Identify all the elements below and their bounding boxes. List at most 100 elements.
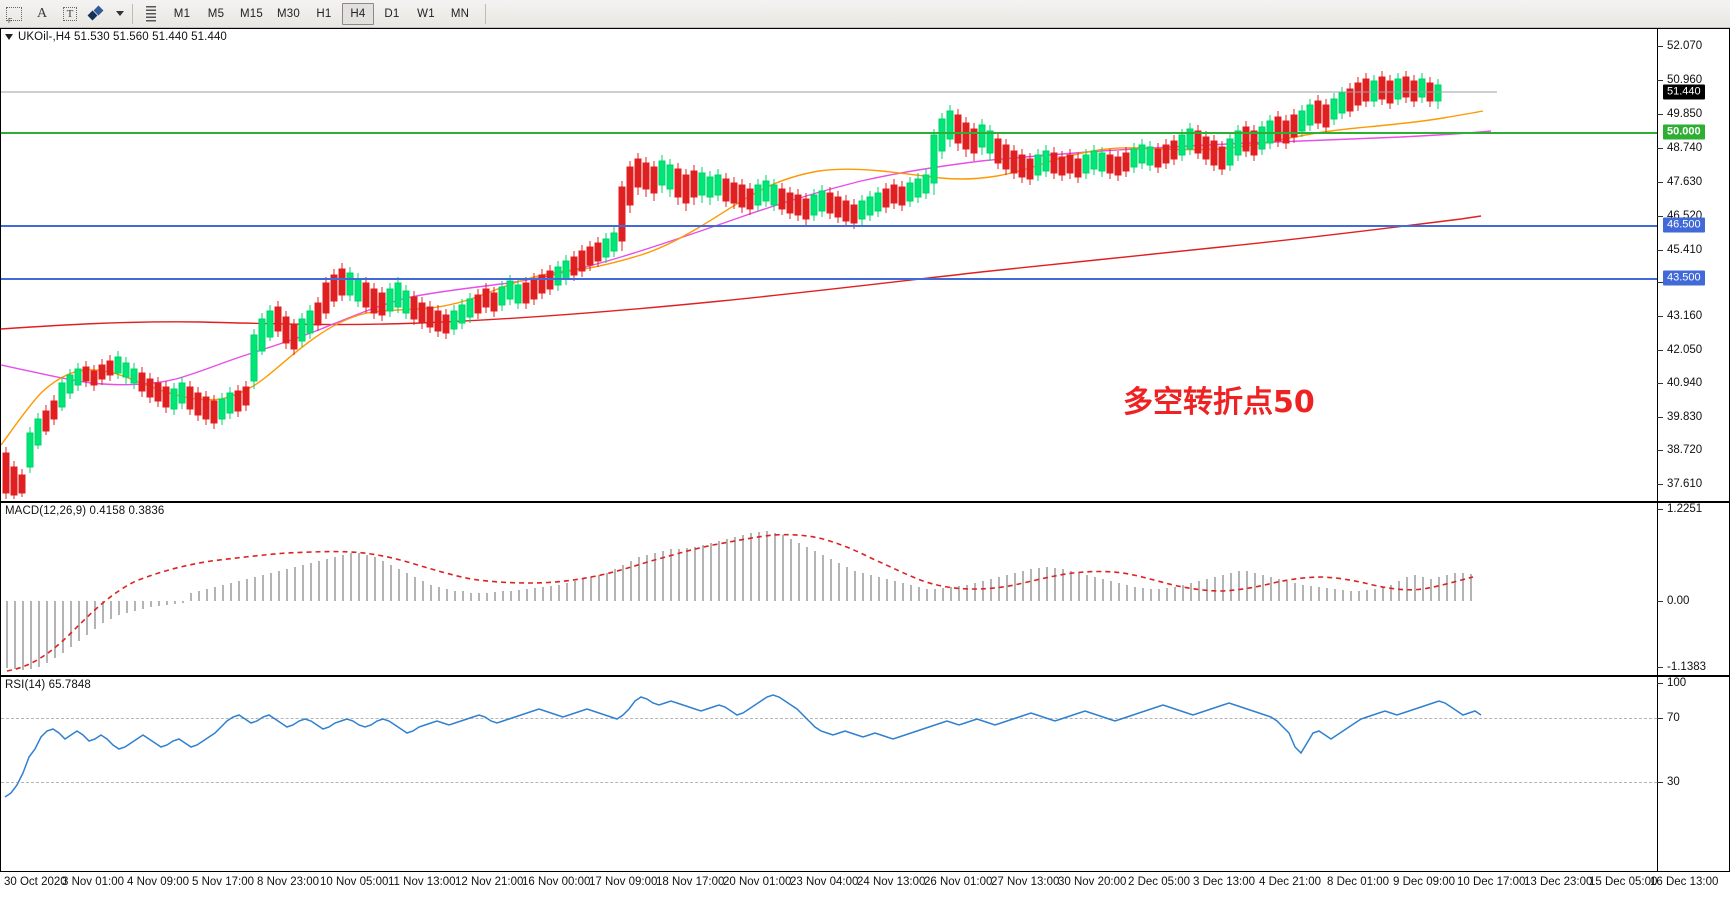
macd-scale[interactable]: 1.2251 0.00 -1.1383	[1657, 503, 1729, 675]
text-label-tool-icon[interactable]: T	[57, 2, 83, 26]
price-tick-label: 48.740	[1667, 142, 1703, 154]
rsi-pane[interactable]: RSI(14) 65.7848 100 70 30	[0, 676, 1730, 872]
price-tick	[1657, 282, 1663, 283]
macd-histogram	[6, 531, 1472, 670]
chart-annotation-text: 多空转折点50	[1123, 385, 1315, 420]
time-axis-label: 10 Nov 05:00	[320, 876, 389, 888]
time-axis-label: 30 Oct 2020	[4, 876, 67, 888]
price-tick-label: 52.070	[1667, 40, 1703, 52]
level-tag-43500[interactable]: 43.500	[1663, 270, 1705, 286]
current-price-tag: 51.440	[1663, 84, 1705, 100]
rsi-line	[4, 694, 1482, 798]
level-line-50000[interactable]	[1, 132, 1657, 134]
macd-tick	[1657, 667, 1663, 668]
time-axis-label: 2 Dec 05:00	[1128, 876, 1191, 888]
toolbar-separator	[132, 3, 133, 24]
price-tick-label: 39.830	[1667, 411, 1703, 423]
price-tick-label: 45.410	[1667, 244, 1703, 256]
time-axis-label: 4 Dec 21:00	[1259, 876, 1322, 888]
time-axis-label: 8 Dec 01:00	[1327, 876, 1390, 888]
price-tick	[1657, 316, 1663, 317]
time-axis-label: 16 Dec 13:00	[1650, 876, 1719, 888]
price-tick-label: 49.850	[1667, 108, 1703, 120]
price-tick	[1657, 46, 1663, 47]
rsi-tick	[1657, 683, 1663, 684]
ma-red-line	[1, 215, 1482, 330]
chart-container[interactable]: UKOil-,H4 51.530 51.560 51.440 51.440	[0, 28, 1730, 897]
price-scale[interactable]: 52.070 50.960 49.850 48.740 47.630 46.52…	[1657, 29, 1729, 501]
time-axis-label: 3 Dec 13:00	[1193, 876, 1256, 888]
indicator-list-icon[interactable]	[138, 2, 164, 26]
price-tick-label: 40.940	[1667, 377, 1703, 389]
level-tag-50000[interactable]: 50.000	[1663, 124, 1705, 140]
rsi-tick-label: 100	[1667, 677, 1687, 689]
macd-plot	[6, 531, 1474, 672]
price-tick	[1657, 80, 1663, 81]
macd-signal-line	[6, 533, 1474, 672]
macd-tick	[1657, 509, 1663, 510]
macd-pane[interactable]: MACD(12,26,9) 0.4158 0.3836	[0, 502, 1730, 676]
time-axis-label: 11 Nov 13:00	[388, 876, 456, 888]
price-tick	[1657, 484, 1663, 485]
crosshair-tool-icon[interactable]	[1, 2, 27, 26]
timeframe-m30[interactable]: M30	[276, 7, 300, 20]
price-tick-label: 42.050	[1667, 344, 1703, 356]
time-axis-label: 17 Nov 09:00	[589, 876, 658, 888]
price-tick	[1657, 216, 1663, 217]
level-line-43500[interactable]	[1, 278, 1657, 280]
time-axis-label: 27 Nov 13:00	[991, 876, 1060, 888]
timeframe-mn[interactable]: MN	[450, 7, 470, 20]
rsi-scale[interactable]: 100 70 30	[1657, 677, 1729, 871]
timeframe-m15[interactable]: M15	[240, 7, 263, 20]
level-line-46500[interactable]	[1, 225, 1657, 227]
timeframe-w1[interactable]: W1	[417, 7, 435, 20]
price-tick	[1657, 383, 1663, 384]
time-axis-label: 20 Nov 01:00	[723, 876, 792, 888]
time-axis-label: 4 Nov 09:00	[127, 876, 190, 888]
rsi-tick-label: 70	[1667, 712, 1680, 724]
ma-magenta-line	[1, 130, 1492, 386]
symbol-ohlc-text: UKOil-,H4 51.530 51.560 51.440 51.440	[18, 31, 227, 43]
rsi-tick-label: 30	[1667, 776, 1680, 788]
candlestick-series	[2, 71, 1442, 499]
timeframe-m5[interactable]: M5	[207, 7, 225, 20]
rsi-level-70-line	[1, 718, 1657, 719]
timeframe-d1[interactable]: D1	[384, 7, 400, 20]
time-axis-label: 5 Nov 17:00	[192, 876, 255, 888]
timeframe-h4[interactable]: H4	[341, 2, 374, 25]
time-axis-label: 26 Nov 01:00	[924, 876, 993, 888]
objects-tool-icon[interactable]	[85, 2, 111, 26]
toolbar-separator-2	[484, 3, 486, 24]
time-axis-label: 24 Nov 13:00	[857, 876, 926, 888]
price-pane[interactable]: UKOil-,H4 51.530 51.560 51.440 51.440	[0, 28, 1730, 502]
time-axis-label: 8 Nov 23:00	[257, 876, 320, 888]
time-axis[interactable]: 30 Oct 2020 3 Nov 01:00 4 Nov 09:00 5 No…	[0, 872, 1730, 896]
price-tick	[1657, 182, 1663, 183]
triangle-down-icon[interactable]	[5, 34, 13, 40]
price-tick-label: 37.610	[1667, 478, 1703, 490]
timeframe-m1[interactable]: M1	[173, 7, 191, 20]
price-tick-label: 47.630	[1667, 176, 1703, 188]
level-tag-46500[interactable]: 46.500	[1663, 217, 1705, 233]
rsi-tick	[1657, 718, 1663, 719]
price-tick	[1657, 417, 1663, 418]
timeframe-h1[interactable]: H1	[316, 7, 332, 20]
rsi-scale-divider	[1657, 677, 1658, 871]
time-axis-label: 30 Nov 20:00	[1058, 876, 1127, 888]
price-tick-label: 43.160	[1667, 310, 1703, 322]
rsi-level-30-line	[1, 782, 1657, 783]
macd-scale-divider	[1657, 503, 1658, 675]
time-axis-label: 12 Nov 21:00	[455, 876, 524, 888]
price-plot	[1, 71, 1497, 499]
macd-tick-label: 1.2251	[1667, 503, 1703, 515]
rsi-tick	[1657, 782, 1663, 783]
macd-indicator-label: MACD(12,26,9) 0.4158 0.3836	[5, 505, 165, 517]
time-axis-label: 10 Dec 17:00	[1457, 876, 1526, 888]
text-tool-icon[interactable]: A	[36, 5, 48, 21]
chart-symbol-header: UKOil-,H4 51.530 51.560 51.440 51.440	[5, 31, 227, 43]
objects-dropdown-icon[interactable]	[113, 2, 127, 26]
time-axis-label: 16 Nov 00:00	[522, 876, 591, 888]
price-scale-divider	[1657, 29, 1658, 501]
price-tick	[1657, 148, 1663, 149]
